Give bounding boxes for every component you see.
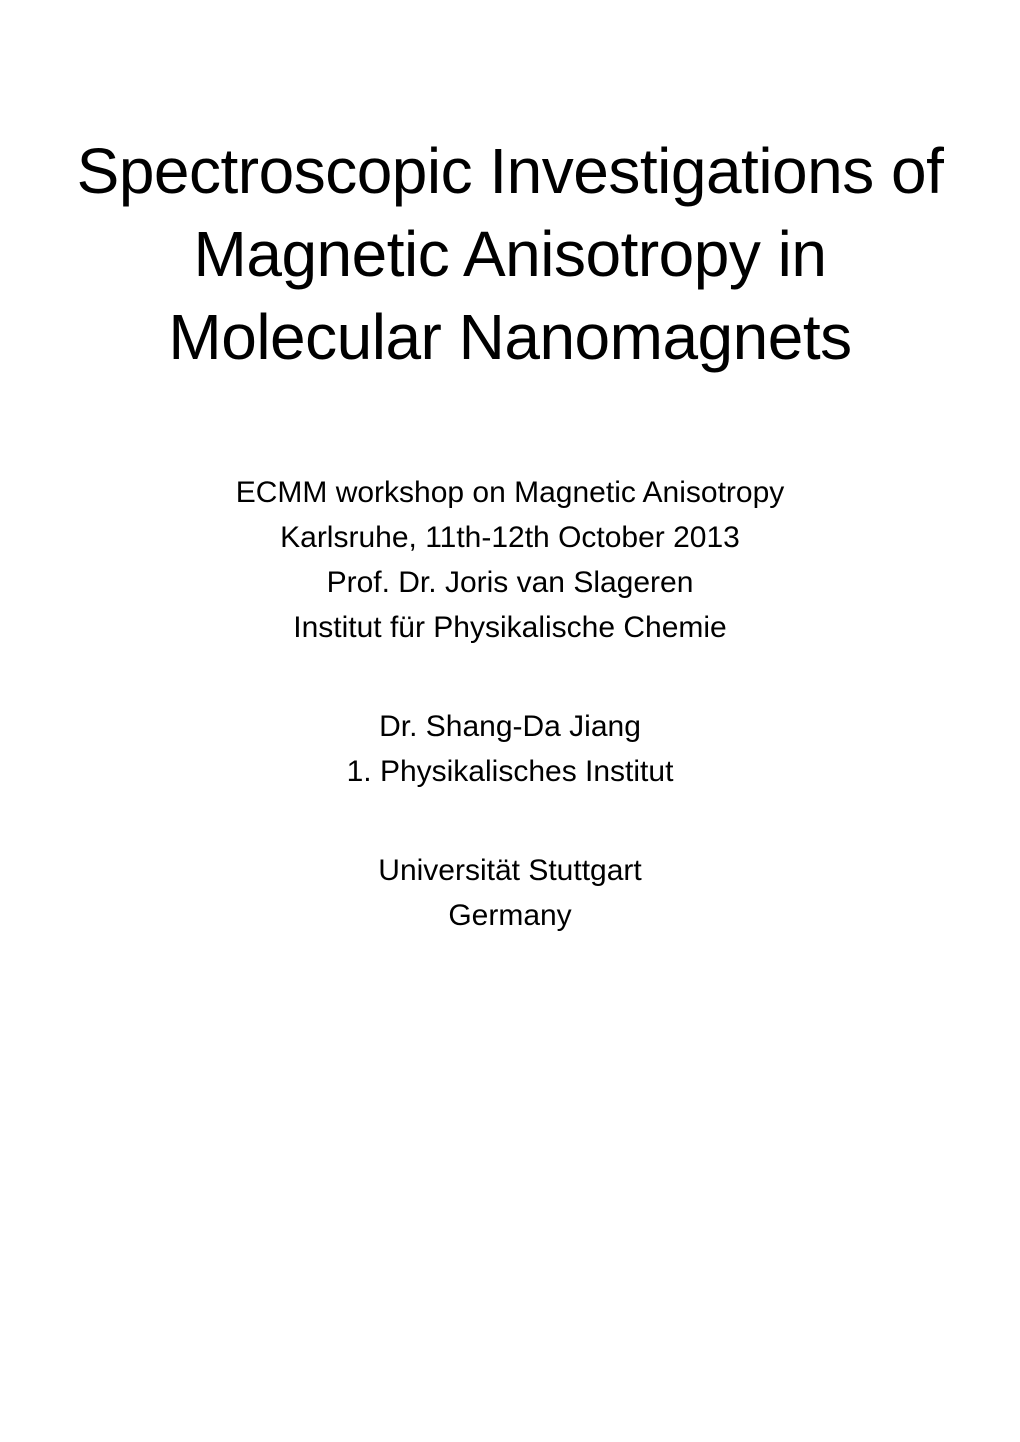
event-presenter: Prof. Dr. Joris van Slageren	[236, 560, 785, 605]
coauthor-institute: 1. Physikalisches Institut	[347, 749, 674, 794]
title-line-2: Magnetic Anisotropy in	[77, 213, 944, 296]
coauthor-name: Dr. Shang-Da Jiang	[347, 704, 674, 749]
event-institute: Institut für Physikalische Chemie	[236, 605, 785, 650]
coauthor-block: Dr. Shang-Da Jiang 1. Physikalisches Ins…	[347, 704, 674, 794]
title-line-3: Molecular Nanomagnets	[77, 296, 944, 379]
affiliation-block: Universität Stuttgart Germany	[378, 848, 641, 938]
event-info-block: ECMM workshop on Magnetic Anisotropy Kar…	[236, 470, 785, 650]
affiliation-country: Germany	[378, 893, 641, 938]
event-location-date: Karlsruhe, 11th-12th October 2013	[236, 515, 785, 560]
event-name: ECMM workshop on Magnetic Anisotropy	[236, 470, 785, 515]
presentation-title: Spectroscopic Investigations of Magnetic…	[77, 130, 944, 380]
title-line-1: Spectroscopic Investigations of	[77, 130, 944, 213]
affiliation-university: Universität Stuttgart	[378, 848, 641, 893]
